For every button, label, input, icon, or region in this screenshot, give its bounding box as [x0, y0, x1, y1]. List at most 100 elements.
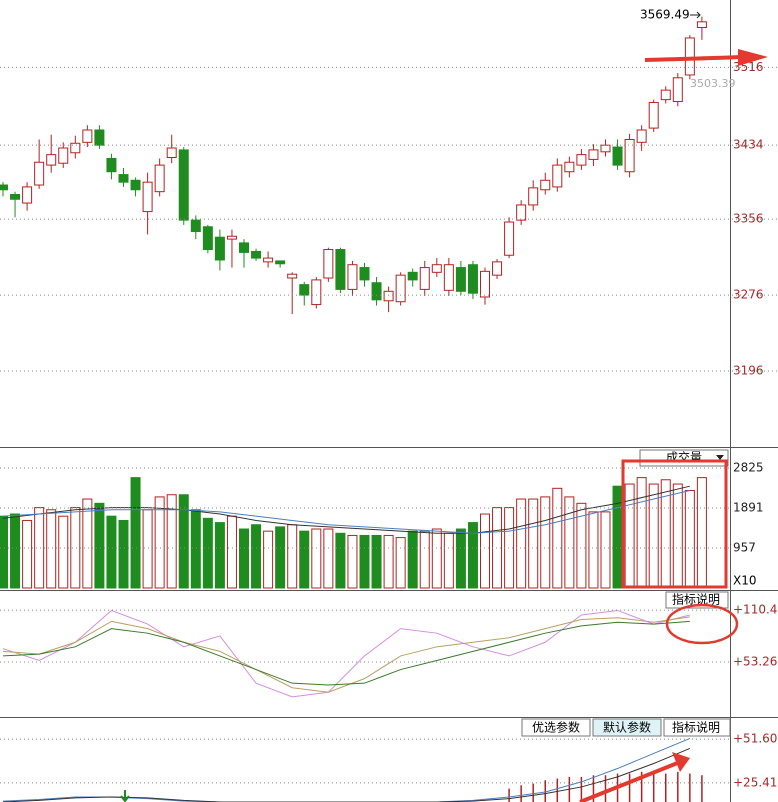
- param-button[interactable]: [592, 718, 662, 737]
- volume-bar: [178, 494, 189, 589]
- candle-body: [82, 129, 93, 143]
- candle-body: [443, 264, 454, 291]
- candle-body: [347, 264, 358, 290]
- indicator-line: [2, 485, 690, 534]
- candle-body: [419, 267, 430, 290]
- candle-body: [636, 129, 647, 143]
- y-tick-label: +25.41: [733, 775, 777, 789]
- candle-body: [239, 242, 249, 253]
- volume-bar: [214, 522, 225, 589]
- annotation-arrow: [690, 11, 701, 19]
- volume-bar: [564, 496, 575, 589]
- param-button[interactable]: [663, 718, 731, 737]
- volume-bar: [58, 515, 69, 589]
- candle-body: [70, 142, 81, 154]
- candle-body: [287, 273, 298, 279]
- candle-body: [263, 257, 274, 263]
- volume-bar: [239, 528, 249, 589]
- volume-bar: [118, 519, 129, 589]
- volume-bar: [46, 509, 57, 589]
- indicator-line: [2, 616, 690, 693]
- y-tick-label: 957: [733, 540, 756, 554]
- candle-body: [492, 261, 503, 276]
- panel: [2, 737, 703, 802]
- param-button[interactable]: [521, 718, 591, 737]
- panel: [0, 477, 707, 589]
- y-tick-label: +110.4: [733, 603, 777, 617]
- volume-bar: [480, 513, 490, 589]
- indicator-line: [2, 737, 691, 802]
- candle-body: [335, 249, 346, 290]
- volume-bar: [287, 524, 298, 589]
- y-tick-label: 3434: [733, 138, 764, 152]
- candle-body: [202, 226, 213, 251]
- volume-bar: [22, 519, 33, 589]
- volume-bar: [311, 528, 322, 589]
- candle-body: [371, 282, 382, 301]
- param-button-label[interactable]: 默认参数: [603, 720, 651, 735]
- candle-body: [552, 164, 563, 188]
- indicator-line: [2, 747, 691, 802]
- candle-body: [106, 157, 117, 173]
- candle-body: [94, 129, 105, 146]
- candle-body: [600, 144, 611, 153]
- volume-bar: [600, 511, 611, 589]
- candle-body: [576, 154, 587, 166]
- volume-bar: [202, 517, 213, 589]
- volume-bar: [226, 515, 237, 589]
- volume-bar: [0, 515, 8, 589]
- volume-bar: [407, 530, 418, 589]
- candle-body: [684, 37, 695, 76]
- candle-body: [395, 274, 406, 303]
- indicator-button[interactable]: [665, 591, 729, 609]
- candle-body: [166, 147, 177, 159]
- param-button-label[interactable]: 指标说明: [672, 720, 720, 735]
- volume-bar: [516, 498, 527, 589]
- param-button-label[interactable]: 优选参数: [532, 720, 580, 735]
- volume-bar: [540, 496, 551, 589]
- volume-bar: [612, 485, 623, 589]
- signal-icon: [120, 790, 130, 802]
- red-arrow: [644, 55, 741, 62]
- volume-bar: [130, 477, 141, 589]
- volume-bar: [528, 498, 539, 589]
- volume-bar: [190, 509, 201, 589]
- candle-body: [118, 174, 129, 183]
- unit-label: X10: [733, 574, 757, 588]
- candle-body: [34, 161, 45, 186]
- y-tick-label: +53.26: [733, 655, 777, 669]
- volume-bar: [34, 507, 45, 589]
- candle-body: [696, 21, 707, 29]
- candle-body: [154, 164, 165, 193]
- volume-bar: [383, 534, 394, 589]
- volume-bar: [359, 534, 370, 589]
- volume-bar: [323, 528, 334, 589]
- volume-bar: [106, 515, 117, 589]
- highlight-box: [621, 459, 728, 589]
- indicator-line: [2, 489, 690, 534]
- volume-bar: [142, 509, 153, 589]
- indicator-button-label[interactable]: 指标说明: [672, 592, 720, 607]
- volume-bar: [166, 494, 177, 589]
- y-tick-label: 3356: [733, 212, 764, 226]
- candle-body: [624, 138, 635, 173]
- volume-bar: [419, 530, 430, 589]
- candle-body: [588, 149, 599, 160]
- volume-bar: [275, 526, 286, 589]
- candle-body: [251, 250, 262, 259]
- volume-bar: [70, 507, 81, 589]
- plot-layer: 3196327633563434351695718912825+53.26+11…: [0, 16, 778, 802]
- candle-body: [178, 149, 189, 221]
- volume-bar: [672, 483, 683, 589]
- volume-bar: [263, 530, 274, 589]
- candle-body: [130, 179, 141, 191]
- dropdown-icon: [716, 455, 724, 460]
- volume-bar: [588, 511, 599, 589]
- candle-body: [648, 101, 659, 129]
- volume-bar: [696, 477, 707, 589]
- candle-body: [467, 264, 478, 294]
- candle-body: [58, 147, 69, 164]
- y-tick-label: +51.60: [733, 732, 777, 746]
